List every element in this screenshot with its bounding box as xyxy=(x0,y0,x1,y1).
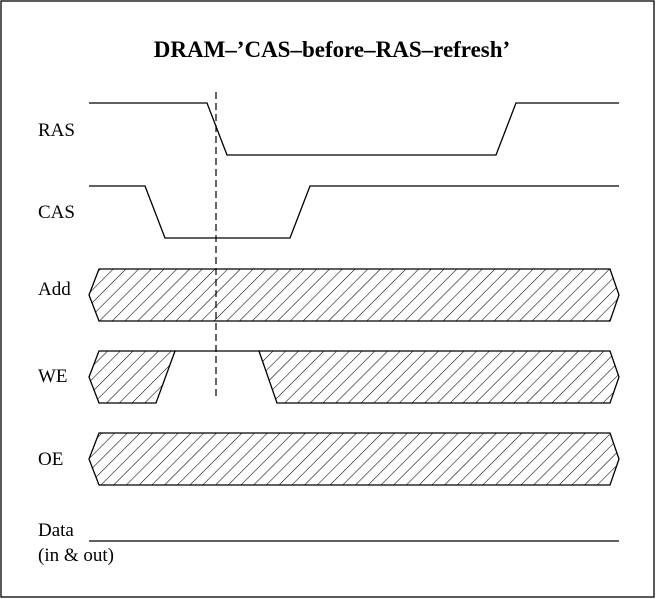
cas-waveform xyxy=(89,185,619,239)
we-bus-right xyxy=(258,350,620,404)
add-label: Add xyxy=(38,279,71,300)
we-bus-left xyxy=(88,350,176,404)
cas-label: CAS xyxy=(38,202,75,223)
diagram-title: DRAM–’CAS–before–RAS–refresh’ xyxy=(154,37,510,62)
add-bus xyxy=(88,268,620,322)
oe-label: OE xyxy=(38,449,63,470)
we-label: WE xyxy=(38,366,68,387)
data-label-line1: Data xyxy=(38,520,74,541)
data-label-line2: (in & out) xyxy=(38,545,114,566)
ras-label: RAS xyxy=(38,120,75,141)
ras-waveform xyxy=(89,102,619,156)
oe-bus xyxy=(88,432,620,486)
